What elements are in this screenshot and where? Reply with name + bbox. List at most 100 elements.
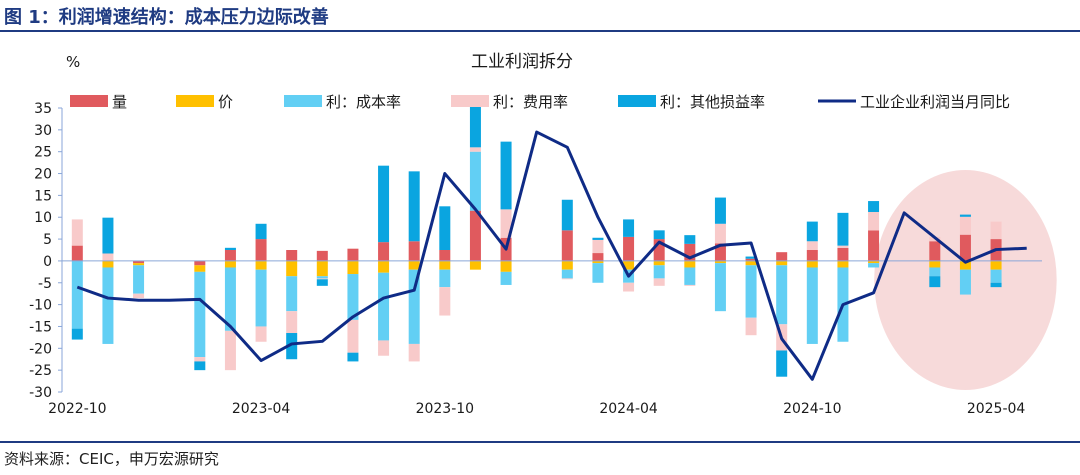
bar-price xyxy=(623,260,635,270)
bar-price xyxy=(561,260,573,270)
bar-other_rate xyxy=(224,247,236,250)
bar-quantity xyxy=(378,242,390,261)
bar-other_rate xyxy=(837,212,849,246)
bar-expense_rate xyxy=(133,293,145,299)
bar-expense_rate xyxy=(224,330,236,371)
x-tick-label: 2023-10 xyxy=(416,401,475,417)
x-tick-label: 2024-04 xyxy=(599,401,658,417)
legend-label-expense_rate: 利：费用率 xyxy=(493,93,568,111)
bar-expense_rate xyxy=(316,278,328,280)
bar-price xyxy=(439,260,451,270)
y-tick-label: 15 xyxy=(34,188,52,204)
bar-other_rate xyxy=(347,352,359,362)
source-note: 资料来源：CEIC，申万宏源研究 xyxy=(4,450,219,468)
y-tick-label: -20 xyxy=(29,341,52,357)
legend: 量 价 利：成本率 利：费用率 利：其他损益率 工业企业利润当月同比 xyxy=(70,93,1010,111)
bar-expense_rate xyxy=(347,319,359,353)
bar-cost_rate xyxy=(286,276,298,312)
legend-swatch-cost_rate xyxy=(284,95,322,107)
bar-cost_rate xyxy=(806,267,818,344)
bar-price xyxy=(347,260,359,275)
bar-quantity xyxy=(224,250,236,261)
bar-other_rate xyxy=(959,214,971,217)
bar-other_rate xyxy=(255,223,267,240)
bar-expense_rate xyxy=(653,278,665,286)
bar-quantity xyxy=(561,230,573,261)
bar-other_rate xyxy=(623,219,635,237)
bar-quantity xyxy=(653,239,665,261)
bar-quantity xyxy=(684,243,696,261)
bar-price xyxy=(868,260,880,264)
bar-quantity xyxy=(439,250,451,261)
bar-cost_rate xyxy=(224,267,236,331)
bar-price xyxy=(224,260,236,268)
bar-other_rate xyxy=(194,361,206,371)
bar-price xyxy=(653,260,665,266)
x-tick-label: 2024-10 xyxy=(783,401,842,417)
bar-expense_rate xyxy=(806,241,818,250)
bar-expense_rate xyxy=(837,245,849,248)
bar-other_rate xyxy=(316,279,328,286)
bar-other_rate xyxy=(439,206,451,250)
bar-price xyxy=(286,260,298,277)
bar-price xyxy=(378,260,390,273)
bar-cost_rate xyxy=(102,267,114,344)
bar-quantity xyxy=(469,210,481,261)
bar-cost_rate xyxy=(745,265,757,318)
bar-cost_rate xyxy=(347,274,359,320)
bar-expense_rate xyxy=(714,223,726,244)
legend-label-other_rate: 利：其他损益率 xyxy=(660,93,765,111)
bar-cost_rate xyxy=(378,272,390,341)
legend-swatch-price xyxy=(176,95,214,107)
bar-price xyxy=(500,260,512,272)
bar-expense_rate xyxy=(745,317,757,336)
bar-quantity xyxy=(255,239,267,261)
y-tick-label: -30 xyxy=(29,385,52,401)
bar-expense_rate xyxy=(592,239,604,254)
bar-expense_rate xyxy=(990,221,1002,240)
bar-cost_rate xyxy=(194,271,206,358)
bar-cost_rate xyxy=(561,269,573,279)
bar-other_rate xyxy=(102,217,114,254)
bar-price xyxy=(990,260,1002,270)
bar-quantity xyxy=(623,236,635,261)
bar-cost_rate xyxy=(868,263,880,268)
bar-expense_rate xyxy=(71,219,83,246)
bar-other_rate xyxy=(561,199,573,231)
bar-cost_rate xyxy=(929,267,941,277)
bar-cost_rate xyxy=(500,271,512,285)
y-tick-label: 5 xyxy=(43,232,52,248)
bar-price xyxy=(776,260,788,266)
bar-quantity xyxy=(194,260,206,266)
bar-quantity xyxy=(745,258,757,261)
bar-other_rate xyxy=(592,237,604,240)
bar-other_rate xyxy=(286,333,298,360)
y-tick-label: 30 xyxy=(34,123,52,139)
bar-quantity xyxy=(776,252,788,261)
y-tick-label: -15 xyxy=(29,319,52,335)
bar-quantity xyxy=(714,243,726,261)
bar-other_rate xyxy=(776,350,788,377)
line-layer xyxy=(76,130,1027,381)
bar-other_rate xyxy=(990,282,1002,288)
bar-other_rate xyxy=(714,197,726,224)
bar-expense_rate xyxy=(194,357,206,362)
y-axis-unit: % xyxy=(66,53,80,71)
bar-cost_rate xyxy=(653,265,665,279)
legend-label-quantity: 量 xyxy=(112,93,127,111)
bar-cost_rate xyxy=(776,265,788,325)
bar-price xyxy=(255,260,267,270)
bar-quantity xyxy=(959,234,971,261)
bar-other_rate xyxy=(806,221,818,242)
legend-swatch-other_rate xyxy=(618,95,656,107)
bar-price xyxy=(745,260,757,266)
legend-swatch-quantity xyxy=(70,95,108,107)
bar-expense_rate xyxy=(684,284,696,286)
bar-quantity xyxy=(806,250,818,261)
bar-price xyxy=(469,260,481,270)
bar-cost_rate xyxy=(592,263,604,283)
bar-cost_rate xyxy=(684,267,696,285)
bar-other_rate xyxy=(469,103,481,148)
bar-expense_rate xyxy=(959,216,971,235)
